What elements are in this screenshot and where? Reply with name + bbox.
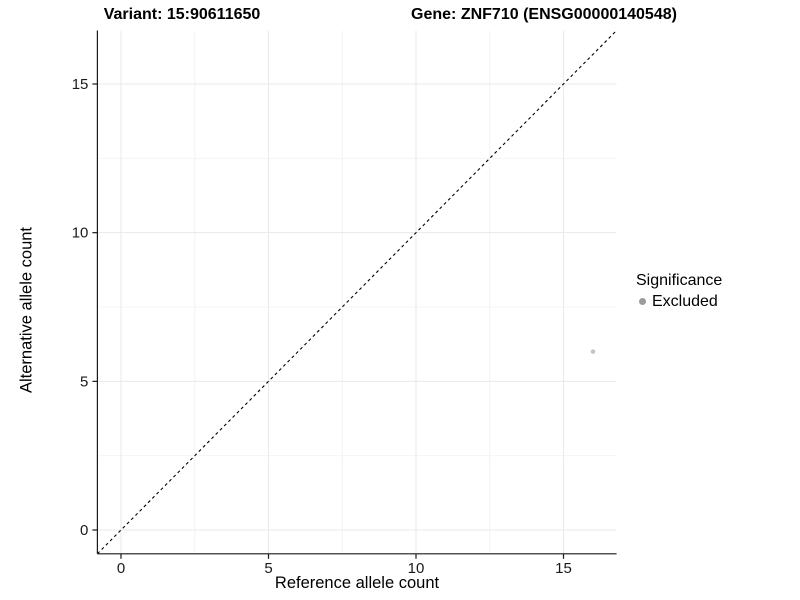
x-tick-label: 15 [555, 560, 572, 577]
y-tick-label: 15 [72, 76, 89, 93]
y-tick-label: 10 [72, 225, 89, 242]
plot-title-gene: Gene: ZNF710 (ENSG00000140548) [411, 6, 677, 23]
x-tick-label: 0 [117, 560, 125, 577]
legend: Significance Excluded [636, 271, 722, 311]
plot-title-variant: Variant: 15:90611650 [103, 6, 261, 23]
legend-entry-label: Excluded [652, 293, 718, 310]
legend-key-point-icon [639, 298, 646, 305]
x-tick-label: 5 [264, 560, 272, 577]
data-point [590, 349, 596, 354]
y-axis-label: Alternative allele count [17, 226, 36, 394]
x-tick-label: 10 [408, 560, 425, 577]
legend-title: Significance [636, 272, 723, 289]
x-axis-label: Reference allele count [274, 574, 440, 592]
y-tick-label: 0 [80, 522, 88, 539]
legend-entry-excluded: Excluded [636, 292, 722, 311]
identity-line [97, 30, 617, 555]
y-tick-label: 5 [80, 373, 88, 390]
